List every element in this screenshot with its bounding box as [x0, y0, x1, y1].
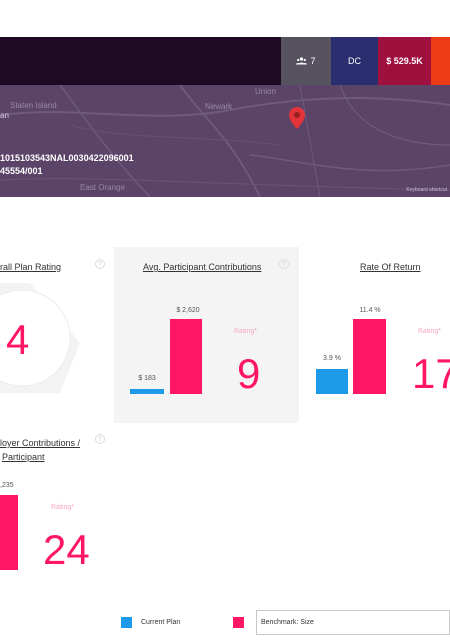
legend-current-plan: Current Plan — [121, 617, 180, 628]
plan-type-label: DC — [348, 56, 361, 66]
map-label-east-orange: East Orange — [80, 183, 125, 192]
assets-stat[interactable]: $ 529.5K — [378, 37, 431, 85]
plan-type-stat[interactable]: DC — [331, 37, 378, 85]
benchmark-select[interactable]: Benchmark: Size — [256, 610, 450, 635]
employer-contributions-title-line2[interactable]: Participant — [2, 452, 45, 462]
map-label-union: Union — [255, 87, 276, 96]
overall-rating-title[interactable]: rall Plan Rating — [0, 262, 62, 272]
overall-rating-value: 4 — [6, 316, 30, 363]
benchmark-select-value: Benchmark: Size — [261, 619, 314, 626]
rate-of-return-title[interactable]: Rate Of Return — [360, 262, 421, 272]
employer-rating-label: Rating* — [51, 504, 74, 511]
help-icon[interactable]: ? — [95, 259, 105, 269]
participants-stat[interactable]: 7 — [281, 37, 331, 85]
assets-amount: $ 529.5K — [386, 56, 423, 66]
overall-rating-dial — [0, 283, 80, 393]
return-benchmark-bar — [353, 319, 386, 394]
participant-benchmark-value: $ 2,620 — [176, 307, 200, 314]
employer-benchmark-bar — [0, 495, 18, 570]
return-current-value: 3.9 % — [323, 355, 341, 362]
return-rating-label: Rating* — [418, 328, 441, 335]
participant-current-value: $ 183 — [138, 375, 156, 382]
participants-count: 7 — [310, 56, 316, 66]
plan-identifier: 1015103543NAL0030422096001 45554/001 — [0, 152, 134, 178]
return-benchmark-value: 11.4 % — [359, 307, 381, 314]
help-icon[interactable]: ? — [95, 434, 105, 444]
employer-benchmark-value: ,235 — [0, 482, 14, 489]
top-stats-bar: 7 DC $ 529.5K — [0, 37, 450, 85]
return-rating-value: 17 — [412, 350, 450, 397]
employer-contributions-title-line1[interactable]: loyer Contributions / — [0, 438, 81, 448]
keyboard-shortcuts-link[interactable]: Keyboard shortcut — [406, 187, 447, 193]
map-label-newark: Newark — [205, 102, 233, 111]
location-pin-icon[interactable] — [289, 107, 305, 129]
users-icon — [296, 57, 308, 65]
plan-id-line2: 45554/001 — [0, 166, 43, 176]
plan-id-line1: 1015103543NAL0030422096001 — [0, 153, 134, 163]
participant-contributions-panel — [114, 247, 299, 423]
participant-current-bar — [130, 389, 164, 394]
return-current-bar — [316, 369, 348, 394]
legend-current-label: Current Plan — [141, 619, 181, 626]
legend-benchmark — [233, 617, 253, 628]
map-label-staten-island: Staten Island — [10, 101, 57, 110]
participant-rating-label: Rating* — [234, 328, 257, 335]
map-view[interactable]: Staten Island Newark Union East Orange a… — [0, 85, 450, 197]
benchmark-swatch — [233, 617, 244, 628]
current-plan-swatch — [121, 617, 132, 628]
employer-rating-value: 24 — [43, 526, 90, 573]
participant-benchmark-bar — [170, 319, 202, 394]
participant-contributions-title[interactable]: Avg. Participant Contributions — [143, 262, 262, 272]
map-roads — [0, 85, 450, 197]
map-left-word: an — [0, 111, 9, 120]
participant-rating-value: 9 — [237, 350, 261, 397]
extra-stat[interactable] — [431, 37, 450, 85]
help-icon[interactable]: ? — [279, 259, 289, 269]
